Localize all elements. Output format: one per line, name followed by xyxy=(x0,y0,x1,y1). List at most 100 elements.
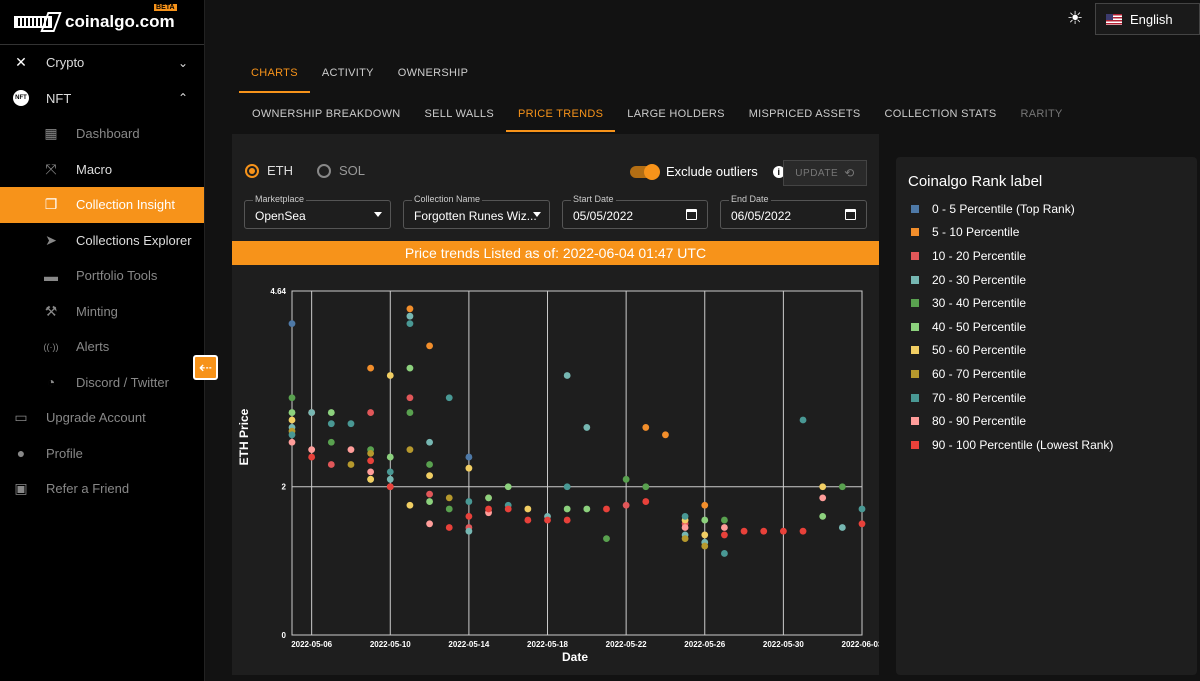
data-point xyxy=(583,505,591,513)
legend-item[interactable]: 80 - 90 Percentile xyxy=(911,409,1113,433)
legend-item[interactable]: 5 - 10 Percentile xyxy=(911,221,1113,245)
sidebar-item-label: Upgrade Account xyxy=(46,410,146,426)
sidebar-item-label: Refer a Friend xyxy=(46,481,130,497)
data-point xyxy=(642,483,650,491)
legend-swatch xyxy=(911,417,919,426)
data-point xyxy=(681,512,689,520)
data-point xyxy=(465,464,473,472)
start-date-field[interactable]: Start Date 05/05/2022 xyxy=(562,194,708,229)
tab-price-trends[interactable]: PRICE TRENDS xyxy=(505,98,616,132)
legend-item[interactable]: 60 - 70 Percentile xyxy=(911,362,1113,386)
plot-frame xyxy=(291,290,863,636)
legend-item[interactable]: 10 - 20 Percentile xyxy=(911,244,1113,268)
sidebar-item-discord-twitter[interactable]: ◔ Discord / Twitter xyxy=(0,365,204,401)
legend-item[interactable]: 50 - 60 Percentile xyxy=(911,339,1113,363)
data-point xyxy=(426,490,433,498)
x-tick-label: 2022-05-10 xyxy=(370,640,411,649)
data-point xyxy=(740,527,748,535)
marketplace-select[interactable]: Marketplace OpenSea xyxy=(244,194,391,229)
chevron-down-icon[interactable]: ⌄ xyxy=(177,55,188,70)
data-point xyxy=(603,535,610,543)
legend-swatch xyxy=(911,204,919,213)
collapse-sidebar-button[interactable]: ⇠ xyxy=(193,355,218,380)
tab-sell-walls[interactable]: SELL WALLS xyxy=(424,108,494,120)
sidebar-item-portfolio-tools[interactable]: ▬ Portfolio Tools xyxy=(0,258,204,294)
data-point xyxy=(406,501,414,509)
data-point xyxy=(445,505,453,513)
collection-select[interactable]: Collection Name Forgotten Runes Wiz... xyxy=(403,194,550,229)
sidebar-item-collections-explorer[interactable]: ➤ Collections Explorer xyxy=(0,223,204,259)
legend-item[interactable]: 20 - 30 Percentile xyxy=(911,268,1113,292)
legend-item[interactable]: 40 - 50 Percentile xyxy=(911,315,1113,339)
data-point xyxy=(308,409,316,416)
logo-mark-icon xyxy=(14,12,62,32)
data-point xyxy=(721,516,728,524)
sidebar-item-upgrade-account[interactable]: ▭ Upgrade Account xyxy=(0,400,204,436)
x-tick-label: 2022-05-26 xyxy=(684,640,725,649)
legend-item[interactable]: 70 - 80 Percentile xyxy=(911,386,1113,410)
beta-badge: BETA xyxy=(154,4,177,11)
theme-toggle-icon[interactable]: ☀ xyxy=(1067,8,1084,28)
topbar: ☀ English xyxy=(205,0,1200,38)
legend-item[interactable]: 30 - 40 Percentile xyxy=(911,291,1113,315)
calendar-icon[interactable] xyxy=(845,209,856,220)
data-point xyxy=(288,431,296,439)
sol-radio[interactable] xyxy=(317,163,331,178)
sidebar-item-minting[interactable]: ⚒ Minting xyxy=(0,294,204,330)
sidebar-item-profile[interactable]: ● Profile xyxy=(0,436,204,472)
sidebar-item-macro[interactable]: ⤧ Macro xyxy=(0,152,204,188)
sidebar-item-refer-a-friend[interactable]: ▣ Refer a Friend xyxy=(0,471,204,507)
data-point xyxy=(819,512,827,520)
hammer-icon: ⚒ xyxy=(44,302,58,319)
data-point xyxy=(288,416,296,424)
legend-swatch xyxy=(911,251,919,260)
x-tick-label: 2022-05-18 xyxy=(527,640,568,649)
sidebar-item-collection-insight[interactable]: ❐ Collection Insight xyxy=(0,187,204,223)
legend-item[interactable]: 90 - 100 Percentile (Lowest Rank) xyxy=(911,433,1113,457)
chevron-up-icon[interactable]: ⌃ xyxy=(177,91,188,106)
sidebar-item-dashboard[interactable]: ▦ Dashboard xyxy=(0,116,204,152)
eth-radio[interactable] xyxy=(245,163,259,178)
primary-tabs: CHARTS ACTIVITY OWNERSHIP xyxy=(239,55,480,93)
tab-collection-stats[interactable]: COLLECTION STATS xyxy=(884,108,997,120)
marketplace-label: Marketplace xyxy=(253,194,307,204)
tab-rarity[interactable]: RARITY xyxy=(1020,108,1063,120)
data-point xyxy=(779,527,787,535)
data-point xyxy=(426,438,433,446)
sidebar-item-nft[interactable]: NFT NFT ⌃ xyxy=(0,81,204,117)
eth-radio-label[interactable]: ETH xyxy=(267,163,293,178)
update-button[interactable]: UPDATE ⟲ xyxy=(783,160,867,186)
data-point xyxy=(681,524,689,531)
brand-logo[interactable]: coinalgo.com BETA xyxy=(0,0,204,45)
data-point xyxy=(681,535,689,543)
legend-label: 40 - 50 Percentile xyxy=(932,319,1027,334)
data-point xyxy=(426,472,433,480)
broadcast-icon: ((·)) xyxy=(43,341,59,352)
tab-charts[interactable]: CHARTS xyxy=(239,55,310,93)
calendar-icon[interactable] xyxy=(686,209,697,220)
legend-label: 90 - 100 Percentile (Lowest Rank) xyxy=(932,437,1114,452)
end-date-field[interactable]: End Date 06/05/2022 xyxy=(720,194,867,229)
tab-ownership[interactable]: OWNERSHIP xyxy=(397,67,469,79)
tab-large-holders[interactable]: LARGE HOLDERS xyxy=(627,108,725,120)
legend-item[interactable]: 0 - 5 Percentile (Top Rank) xyxy=(911,197,1113,221)
data-point xyxy=(563,483,571,491)
sidebar-item-alerts[interactable]: ((·)) Alerts xyxy=(0,329,204,365)
data-point xyxy=(701,542,709,550)
legend-label: 20 - 30 Percentile xyxy=(932,272,1027,287)
tab-mispriced-assets[interactable]: MISPRICED ASSETS xyxy=(748,108,861,120)
data-point xyxy=(721,550,728,557)
data-point xyxy=(563,505,571,513)
tab-activity[interactable]: ACTIVITY xyxy=(321,67,374,79)
data-point xyxy=(504,483,512,491)
gift-icon: ▣ xyxy=(14,480,28,497)
info-icon[interactable]: i xyxy=(772,165,785,178)
language-select[interactable]: English xyxy=(1095,3,1200,35)
exclude-outliers-toggle[interactable] xyxy=(630,163,660,180)
tab-ownership-breakdown[interactable]: OWNERSHIP BREAKDOWN xyxy=(252,108,401,120)
sidebar-item-label: Macro xyxy=(76,161,113,177)
sol-radio-label[interactable]: SOL xyxy=(339,163,366,178)
marketplace-value: OpenSea xyxy=(255,209,306,223)
sidebar-item-crypto[interactable]: ✕ Crypto ⌄ xyxy=(0,45,204,81)
data-point xyxy=(622,475,630,483)
